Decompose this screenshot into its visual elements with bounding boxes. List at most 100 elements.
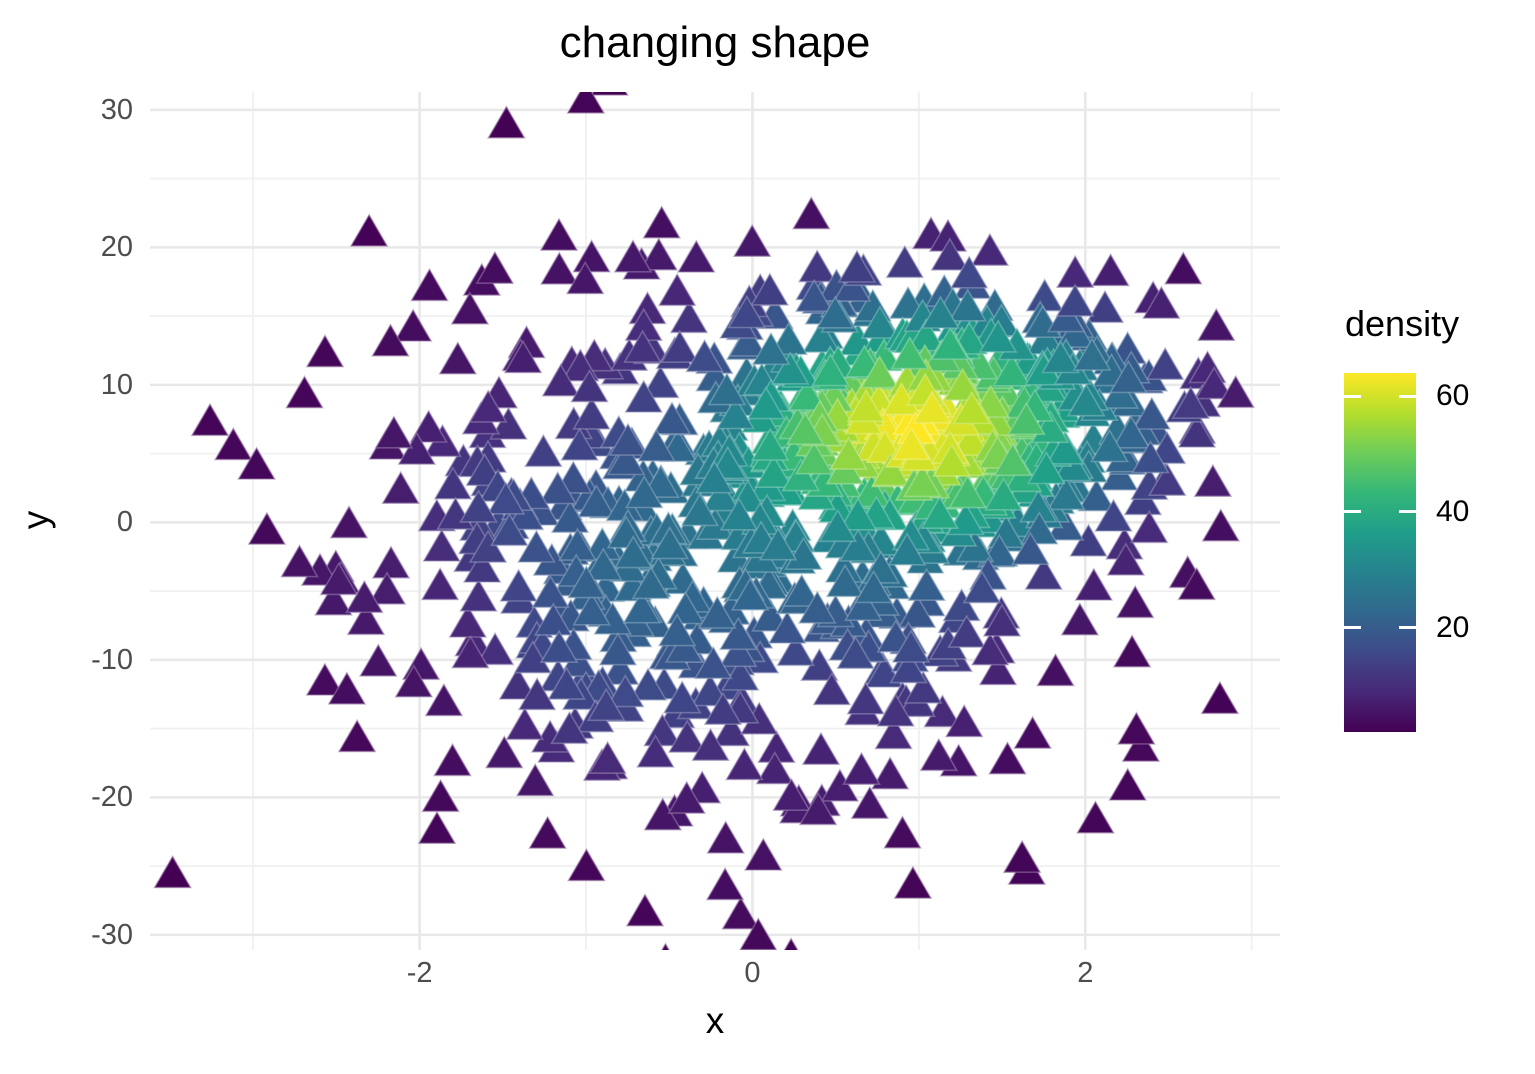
data-point bbox=[462, 549, 502, 583]
data-point bbox=[1074, 567, 1114, 601]
data-point bbox=[1200, 680, 1240, 715]
data-point bbox=[930, 237, 970, 271]
data-point bbox=[624, 379, 664, 413]
data-point bbox=[475, 250, 515, 285]
data-point bbox=[1045, 431, 1085, 465]
data-point bbox=[475, 631, 515, 666]
data-point bbox=[305, 662, 345, 696]
data-point bbox=[367, 571, 407, 605]
data-point bbox=[410, 267, 449, 302]
y-tick-label: 20 bbox=[100, 231, 133, 264]
data-point bbox=[970, 232, 1010, 267]
data-point bbox=[812, 671, 852, 706]
data-point bbox=[923, 694, 962, 728]
data-point bbox=[489, 406, 528, 440]
data-point bbox=[907, 567, 946, 602]
data-point bbox=[962, 570, 1002, 604]
data-point bbox=[417, 810, 457, 845]
data-point bbox=[567, 565, 606, 599]
y-tick-label: -30 bbox=[91, 918, 133, 951]
data-point bbox=[948, 475, 987, 509]
data-point bbox=[517, 529, 556, 563]
data-point bbox=[503, 339, 543, 374]
data-point bbox=[930, 326, 970, 360]
legend-tick-mark bbox=[1399, 626, 1416, 630]
data-point bbox=[676, 239, 716, 273]
data-point bbox=[711, 713, 751, 747]
data-point bbox=[948, 288, 988, 322]
data-point bbox=[371, 323, 410, 357]
data-point bbox=[505, 706, 545, 741]
data-point bbox=[371, 545, 411, 579]
data-point bbox=[541, 363, 581, 397]
data-point bbox=[732, 223, 772, 258]
y-tick-label: -10 bbox=[91, 643, 133, 676]
data-point bbox=[499, 568, 538, 602]
data-point bbox=[547, 666, 586, 700]
data-point bbox=[787, 377, 827, 411]
points-layer bbox=[153, 92, 1319, 950]
data-point bbox=[1025, 278, 1065, 312]
data-point bbox=[719, 497, 759, 531]
data-point bbox=[1171, 385, 1211, 420]
data-point bbox=[513, 640, 553, 674]
data-point bbox=[1046, 476, 1086, 511]
data-point bbox=[572, 239, 611, 273]
data-point bbox=[754, 454, 794, 489]
data-point bbox=[1060, 602, 1100, 636]
data-point bbox=[942, 587, 981, 622]
data-point bbox=[784, 536, 823, 571]
data-point bbox=[657, 272, 697, 307]
data-point bbox=[921, 295, 960, 329]
data-point bbox=[860, 305, 900, 339]
data-point bbox=[567, 847, 606, 882]
data-point bbox=[920, 495, 960, 530]
data-point bbox=[660, 329, 700, 364]
legend-tick-label: 40 bbox=[1436, 494, 1470, 528]
x-tick-label: 0 bbox=[744, 957, 761, 989]
data-point bbox=[1147, 462, 1187, 497]
data-point bbox=[725, 746, 764, 781]
data-point bbox=[706, 820, 746, 854]
data-point bbox=[1115, 584, 1155, 619]
data-point bbox=[750, 272, 790, 306]
data-point bbox=[650, 525, 690, 560]
data-point bbox=[1193, 463, 1233, 498]
data-point bbox=[213, 426, 253, 461]
data-point bbox=[451, 635, 490, 669]
data-point bbox=[517, 676, 557, 711]
data-point bbox=[751, 331, 791, 366]
data-point bbox=[539, 629, 579, 664]
data-point bbox=[1283, 326, 1319, 357]
data-point bbox=[837, 249, 877, 283]
y-tick-label: 30 bbox=[100, 93, 133, 126]
data-point bbox=[588, 740, 627, 775]
data-point bbox=[468, 529, 508, 563]
data-point bbox=[625, 893, 665, 927]
data-point bbox=[716, 395, 755, 430]
data-point bbox=[1106, 542, 1146, 576]
legend-tick-label: 60 bbox=[1436, 379, 1470, 413]
x-tick-label: -2 bbox=[406, 957, 433, 989]
data-point bbox=[345, 579, 384, 614]
data-point bbox=[247, 511, 287, 545]
data-point bbox=[949, 255, 989, 289]
data-point bbox=[705, 866, 745, 901]
data-point bbox=[623, 329, 662, 363]
data-point bbox=[703, 691, 743, 726]
data-point bbox=[1163, 251, 1203, 285]
data-point bbox=[982, 603, 1022, 637]
data-point bbox=[836, 635, 875, 670]
data-point bbox=[394, 664, 434, 698]
data-point bbox=[876, 693, 916, 727]
data-point bbox=[498, 666, 538, 700]
data-point bbox=[871, 452, 911, 487]
data-point bbox=[846, 681, 886, 715]
data-point bbox=[695, 460, 734, 494]
data-point bbox=[739, 917, 778, 950]
data-point bbox=[1090, 428, 1129, 463]
data-point bbox=[1216, 374, 1256, 409]
data-point bbox=[772, 777, 811, 812]
grid-minor bbox=[150, 92, 1280, 950]
data-point bbox=[785, 411, 825, 446]
